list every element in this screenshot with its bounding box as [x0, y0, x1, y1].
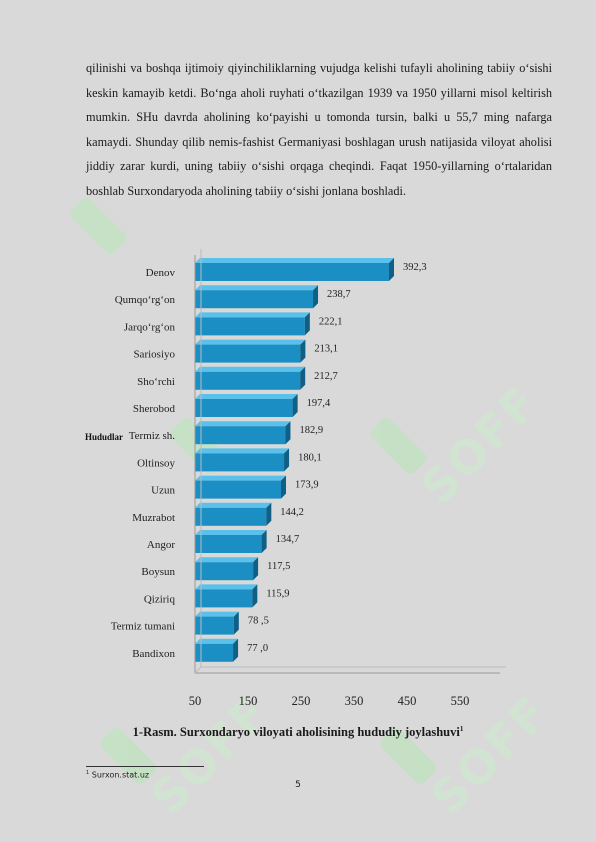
category-label: Sariosiyo	[133, 349, 175, 361]
category-label: Uzun	[151, 485, 175, 497]
bar-side-face	[253, 557, 259, 581]
bar-top-face	[195, 638, 239, 644]
bar-top-face	[195, 421, 291, 427]
value-label: 180,1	[298, 452, 322, 463]
value-label: 117,5	[267, 561, 290, 572]
bar-top-face	[195, 312, 310, 318]
bar-side-face	[300, 366, 306, 390]
bar-top-face	[195, 366, 306, 372]
bar	[195, 480, 281, 499]
bar	[195, 589, 253, 608]
bar-side-face	[261, 530, 267, 553]
bar	[195, 562, 254, 581]
bar	[195, 263, 389, 281]
chart-bars	[195, 258, 394, 662]
bar-top-face	[195, 584, 258, 590]
bar	[195, 344, 301, 363]
category-label: Boysun	[141, 566, 175, 578]
page-number: 5	[295, 780, 301, 790]
value-label: 173,9	[295, 480, 319, 491]
bar	[195, 616, 234, 635]
x-tick-label: 250	[292, 694, 311, 708]
bar-side-face	[233, 611, 239, 635]
bar-side-face	[233, 638, 239, 662]
x-tick-label: 450	[398, 694, 417, 708]
value-label: 197,4	[307, 398, 331, 409]
category-label: Jarqo‘rg‘on	[124, 321, 176, 333]
category-label: Oltinsoy	[137, 457, 175, 469]
category-label: Sherobod	[133, 403, 176, 415]
category-label: Bandixon	[132, 648, 175, 660]
bar-side-face	[313, 285, 319, 309]
bar-top-face	[195, 285, 319, 291]
bar-side-face	[389, 258, 394, 281]
x-tick-label: 350	[345, 694, 364, 708]
category-label: Qiziriq	[144, 593, 176, 605]
bar-side-face	[300, 339, 306, 363]
bar-side-face	[266, 502, 272, 526]
value-label: 222,1	[319, 316, 343, 327]
bar	[195, 535, 262, 553]
bar-top-face	[195, 530, 267, 535]
value-label: 144,2	[280, 507, 304, 518]
value-label: 213,1	[314, 344, 338, 355]
value-label: 212,7	[314, 371, 338, 382]
bar-side-face	[304, 312, 310, 336]
category-label: Sho‘rchi	[137, 376, 175, 388]
category-label: Termiz tumani	[111, 621, 175, 633]
footnote-rule	[86, 766, 204, 767]
bar-side-face	[284, 448, 290, 472]
bar-top-face	[195, 557, 259, 563]
category-label: Termiz sh.	[129, 430, 176, 442]
value-label: 182,9	[299, 425, 323, 436]
bar-top-face	[195, 611, 239, 617]
bar-side-face	[252, 584, 258, 608]
category-label: Muzrabot	[132, 512, 175, 524]
bar-top-face	[195, 394, 298, 399]
category-label: Angor	[147, 539, 175, 551]
y-axis-title: Hududlar	[85, 432, 123, 442]
value-label: 77 ,0	[247, 643, 268, 654]
bar	[195, 507, 267, 526]
x-tick-label: 550	[451, 694, 470, 708]
bar-side-face	[292, 394, 298, 417]
value-label: 134,7	[276, 534, 300, 545]
bar	[195, 290, 314, 309]
bar-side-face	[280, 475, 286, 499]
footnote: 1 Surxon.stat.uz	[86, 770, 150, 780]
value-label: 238,7	[327, 289, 351, 300]
body-paragraph: qilinishi va boshqa ijtimoiy qiyinchilik…	[86, 61, 552, 198]
bar-top-face	[195, 502, 272, 508]
chart-axis: Denov 392,3 Qumqo‘rg‘on 238,7 Jarqo‘rg‘on 222…	[85, 249, 506, 708]
bar-top-face	[195, 258, 394, 263]
value-label: 115,9	[266, 588, 289, 599]
bar	[195, 643, 234, 662]
value-label: 78 ,5	[248, 616, 269, 627]
category-label: Qumqo‘rg‘on	[115, 294, 176, 306]
bar-top-face	[195, 475, 286, 481]
bar	[195, 399, 293, 417]
bar-side-face	[285, 421, 291, 445]
caption-footnote-ref: 1	[459, 725, 464, 733]
x-tick-label: 150	[239, 694, 258, 708]
chart-floor-line	[194, 666, 506, 674]
bar	[195, 371, 301, 390]
x-tick-label: 50	[189, 694, 202, 708]
value-label: 392,3	[403, 262, 427, 273]
category-label: Denov	[146, 267, 176, 279]
bar	[195, 453, 285, 472]
bar	[195, 426, 286, 445]
bar	[195, 317, 305, 336]
bar-top-face	[195, 339, 306, 345]
bar-top-face	[195, 448, 290, 454]
figure-caption: 1-Rasm. Surxondaryo viloyati aholisining…	[132, 725, 464, 740]
